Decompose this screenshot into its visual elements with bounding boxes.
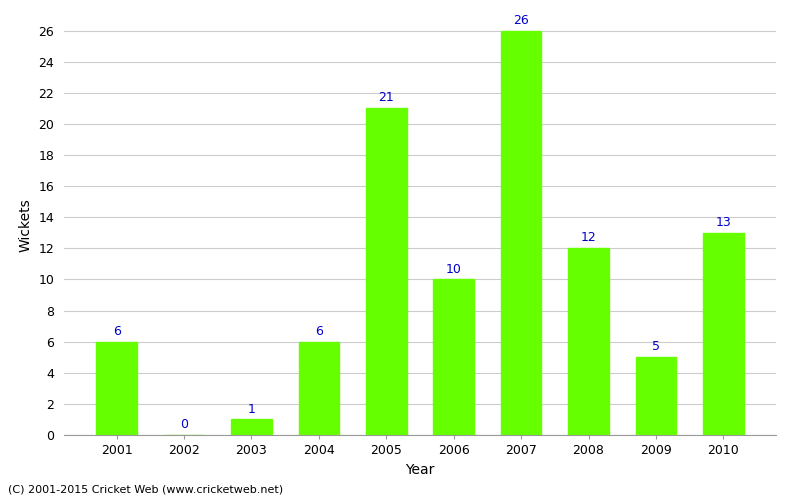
Text: 12: 12	[581, 232, 597, 244]
Text: 6: 6	[315, 325, 323, 338]
Text: 5: 5	[652, 340, 660, 353]
Text: 13: 13	[715, 216, 731, 229]
Bar	[568, 248, 609, 435]
Y-axis label: Wickets: Wickets	[19, 198, 33, 252]
Bar	[366, 108, 406, 435]
Bar	[434, 280, 474, 435]
Text: 26: 26	[514, 14, 529, 26]
Bar	[231, 420, 272, 435]
Text: 6: 6	[113, 325, 121, 338]
Bar	[636, 357, 676, 435]
X-axis label: Year: Year	[406, 462, 434, 476]
Text: 0: 0	[180, 418, 188, 431]
Text: (C) 2001-2015 Cricket Web (www.cricketweb.net): (C) 2001-2015 Cricket Web (www.cricketwe…	[8, 485, 283, 495]
Bar	[96, 342, 137, 435]
Text: 10: 10	[446, 262, 462, 276]
Bar	[703, 233, 744, 435]
Bar	[501, 30, 542, 435]
Text: 21: 21	[378, 92, 394, 104]
Text: 1: 1	[247, 402, 255, 415]
Bar	[298, 342, 339, 435]
